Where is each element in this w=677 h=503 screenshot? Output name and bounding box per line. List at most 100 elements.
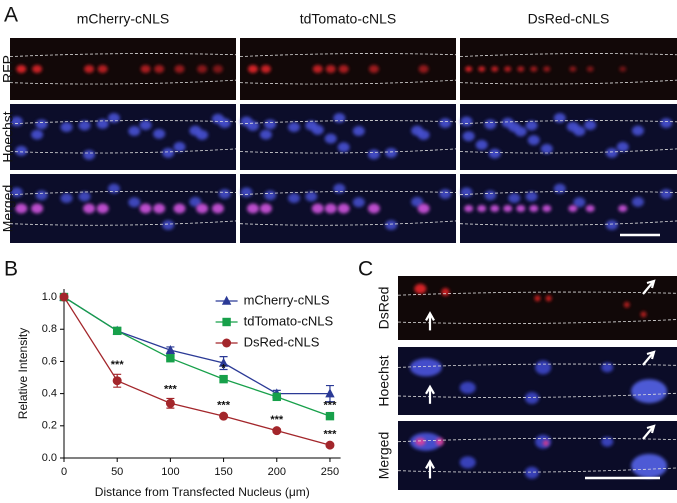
nucleus xyxy=(618,205,628,212)
nucleus xyxy=(260,65,271,73)
nucleus xyxy=(464,205,474,212)
marker xyxy=(272,426,282,436)
nucleus xyxy=(545,295,552,302)
nucleus xyxy=(488,148,501,159)
marker xyxy=(59,292,69,302)
nucleus xyxy=(107,183,120,194)
x-axis-label: Distance from Transfected Nucleus (μm) xyxy=(95,485,310,499)
nucleus xyxy=(83,149,96,160)
nucleus xyxy=(128,126,141,137)
cell-outline xyxy=(9,148,237,154)
legend-label: tdTomato-cNLS xyxy=(244,313,334,328)
nucleus xyxy=(414,283,427,294)
row-label: DsRed xyxy=(376,287,392,330)
image-background xyxy=(460,104,677,170)
nucleus xyxy=(631,453,668,478)
nucleus xyxy=(338,65,349,73)
nucleus xyxy=(605,220,618,231)
nucleus xyxy=(601,436,614,447)
nucleus xyxy=(325,65,336,73)
nucleus xyxy=(540,143,553,154)
nucleus xyxy=(352,197,365,208)
micrograph xyxy=(397,421,677,490)
nucleus xyxy=(640,311,647,318)
nucleus xyxy=(543,66,551,72)
nucleus xyxy=(524,466,539,479)
nucleus xyxy=(441,288,450,296)
significance-label: *** xyxy=(111,359,125,371)
nucleus xyxy=(311,203,324,214)
cell-outline xyxy=(459,148,677,154)
nucleus xyxy=(585,205,595,212)
y-axis-label: Relative Intensity xyxy=(16,328,30,419)
nucleus xyxy=(367,203,380,214)
nucleus xyxy=(337,142,350,153)
y-tick-label: 0.2 xyxy=(42,420,57,432)
nucleus xyxy=(83,203,96,214)
nucleus xyxy=(616,141,629,152)
nucleus xyxy=(524,392,539,404)
column-header: tdTomato-cNLS xyxy=(300,11,396,27)
cell-outline xyxy=(9,53,237,57)
nucleus xyxy=(525,120,538,131)
image-background xyxy=(398,347,677,415)
nucleus xyxy=(162,147,175,158)
nucleus xyxy=(527,135,540,146)
nucleus xyxy=(409,432,442,451)
cell-outline xyxy=(459,190,677,196)
y-tick-label: 0.8 xyxy=(42,323,57,335)
nucleus xyxy=(484,119,497,130)
nucleus xyxy=(605,147,618,158)
nucleus xyxy=(439,189,452,200)
micrograph xyxy=(9,104,237,170)
marker xyxy=(219,374,228,384)
nucleus xyxy=(173,141,186,152)
legend-marker xyxy=(221,295,232,305)
nucleus xyxy=(516,205,526,212)
marker xyxy=(325,411,335,421)
nucleus xyxy=(15,145,28,156)
nucleus xyxy=(162,220,175,231)
micrograph xyxy=(9,38,237,100)
nucleus xyxy=(619,66,627,72)
y-tick-label: 0.6 xyxy=(42,355,57,367)
nucleus xyxy=(352,126,365,137)
x-tick-label: 150 xyxy=(214,466,232,478)
nucleus xyxy=(107,112,120,123)
marker xyxy=(218,357,229,367)
significance-label: *** xyxy=(324,428,338,440)
nucleus xyxy=(264,190,277,201)
nucleus xyxy=(173,203,186,214)
nucleus xyxy=(568,205,578,212)
nucleus xyxy=(197,65,208,73)
micrograph xyxy=(239,174,457,243)
column-header: mCherry-cNLS xyxy=(77,11,170,27)
nucleus xyxy=(305,120,318,131)
nucleus xyxy=(660,118,673,129)
arrow-head xyxy=(425,384,435,395)
nucleus xyxy=(96,203,109,214)
nucleus xyxy=(337,203,350,214)
cell-outline xyxy=(459,79,677,85)
nucleus xyxy=(78,120,91,131)
nucleus xyxy=(573,126,586,137)
nucleus xyxy=(305,191,318,202)
cell-outline xyxy=(239,53,457,57)
nucleus xyxy=(288,122,300,133)
nucleus xyxy=(411,125,424,136)
row-label: Hoechst xyxy=(0,111,16,162)
nucleus xyxy=(478,66,486,72)
nucleus xyxy=(139,120,152,131)
cell-outline xyxy=(397,363,677,368)
nucleus xyxy=(490,205,500,212)
nucleus xyxy=(368,65,379,73)
nucleus xyxy=(569,66,577,72)
nucleus xyxy=(525,191,538,202)
nucleus xyxy=(84,65,95,73)
arrow-head xyxy=(425,459,435,469)
significance-label: *** xyxy=(164,383,178,395)
nucleus xyxy=(189,196,202,207)
cell-outline xyxy=(459,53,677,57)
nucleus xyxy=(553,112,566,123)
cell-outline xyxy=(239,220,457,226)
